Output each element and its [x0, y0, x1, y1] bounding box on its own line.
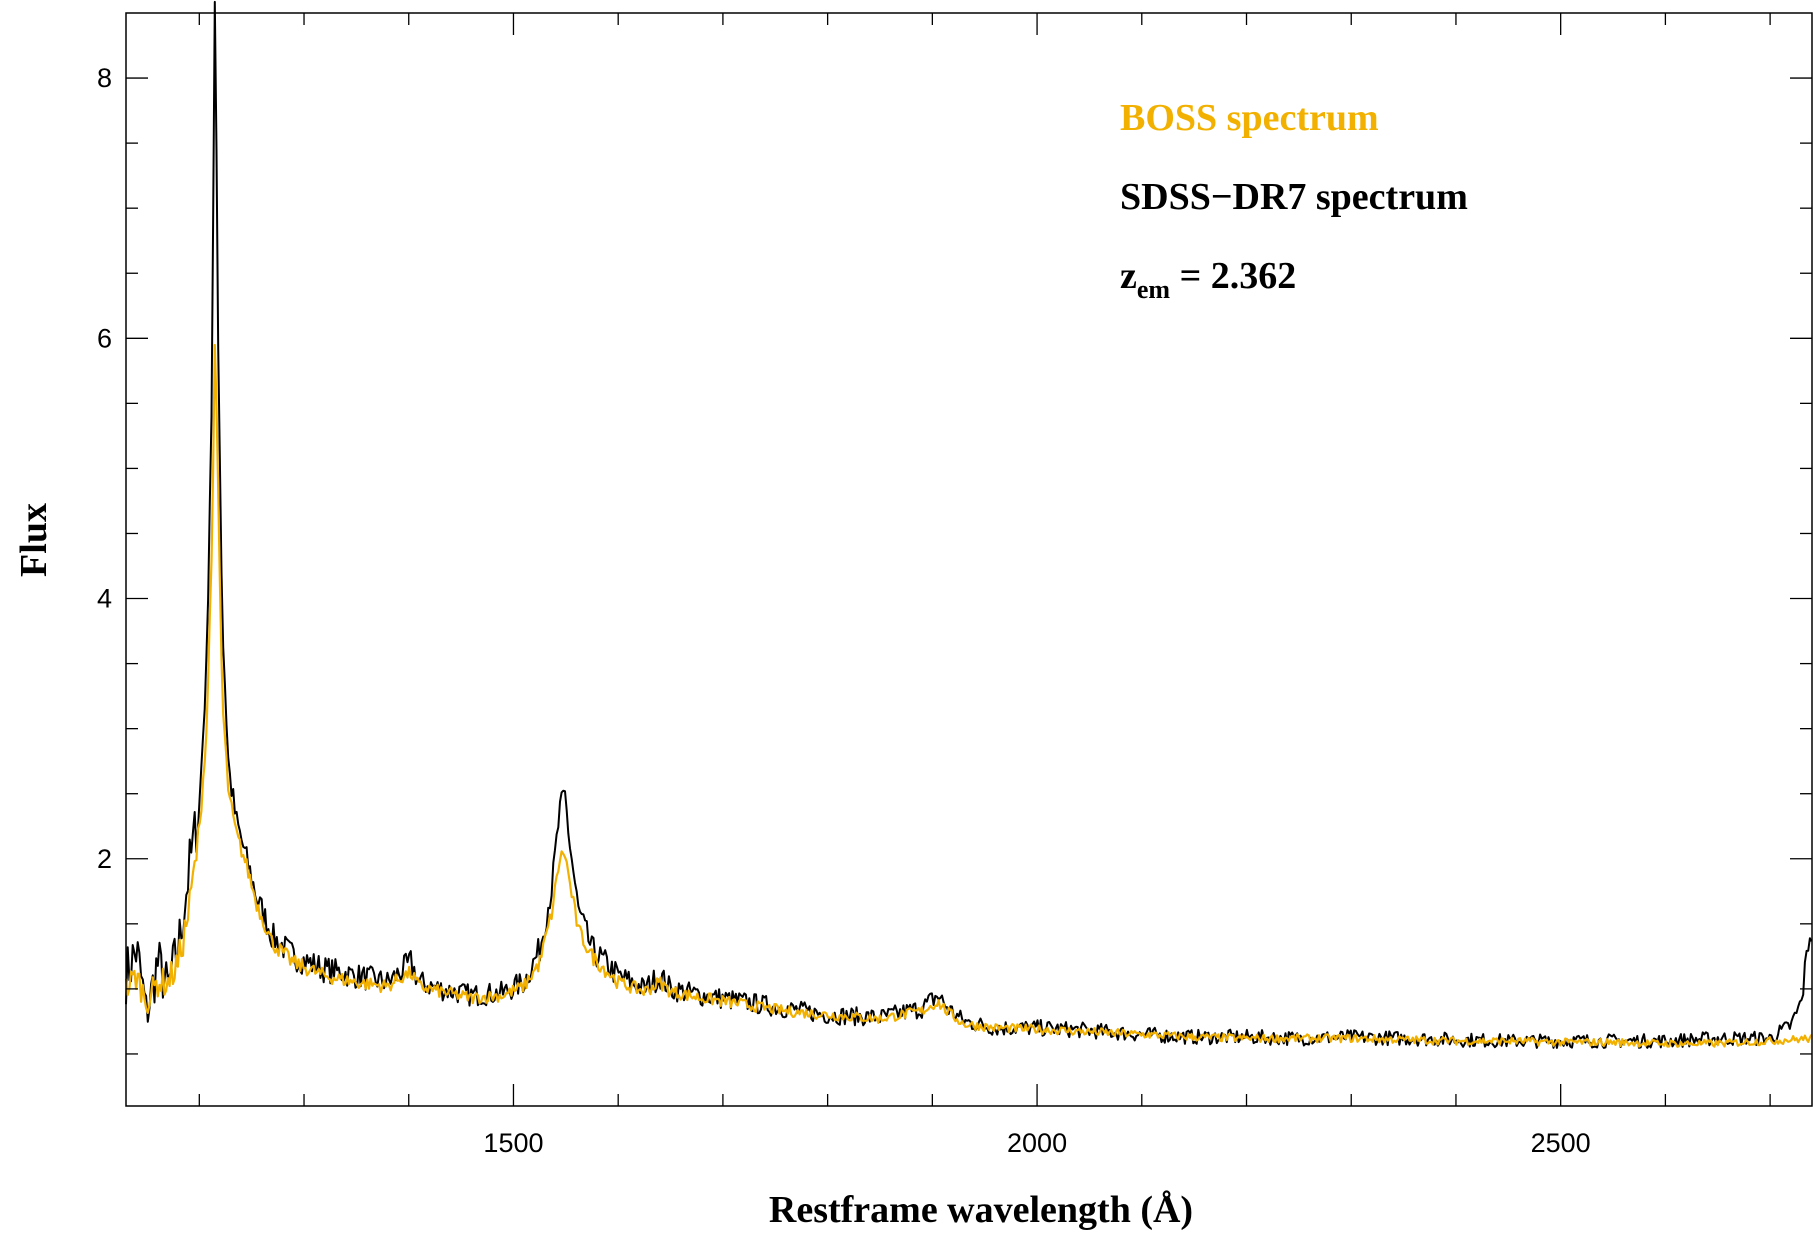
y-tick-label: 4: [97, 584, 112, 614]
y-tick-label: 8: [97, 63, 112, 93]
y-tick-label: 6: [97, 323, 112, 353]
legend: BOSS spectrum SDSS−DR7 spectrum zem = 2.…: [1120, 97, 1468, 304]
redshift-subscript: em: [1137, 275, 1171, 304]
legend-boss-label: BOSS spectrum: [1120, 97, 1379, 139]
x-tick-label: 2500: [1531, 1128, 1591, 1158]
y-axis-title: Flux: [13, 503, 55, 577]
y-tick-label: 2: [97, 844, 112, 874]
ticks-layer: 1500 2000 2500 2 4 6 8: [97, 13, 1812, 1158]
plot-frame: [125, 12, 1813, 1107]
series-layer: [124, 0, 1813, 1049]
redshift-label: zem = 2.362: [1120, 255, 1296, 304]
redshift-value: = 2.362: [1170, 255, 1296, 297]
x-tick-label: 2000: [1007, 1128, 1067, 1158]
axes-layer: [125, 12, 1813, 1107]
legend-sdss-label: SDSS−DR7 spectrum: [1120, 176, 1468, 218]
series-line-boss: [124, 343, 1813, 1048]
x-tick-label: 1500: [483, 1128, 543, 1158]
x-axis-title: Restframe wavelength (Å): [769, 1189, 1193, 1231]
redshift-symbol: z: [1120, 255, 1137, 297]
